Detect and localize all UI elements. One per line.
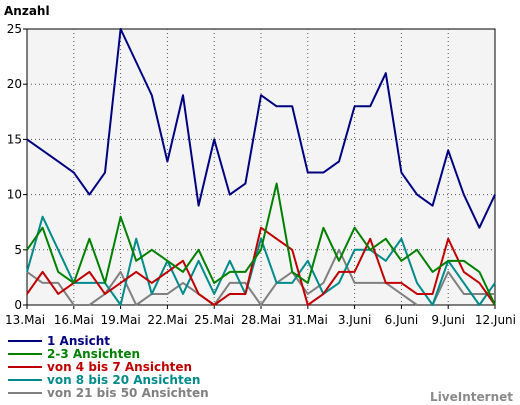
x-axis-ticks: 13.Mai 16.Mai 19.Mai 22.Mai 25.Mai 28.Mai 31.M… — [5, 305, 516, 327]
y-tick-label: 0 — [14, 298, 22, 312]
x-tick-label: 3.Juni — [338, 313, 372, 327]
series-lines — [26, 28, 496, 306]
x-tick-label: 16.Mai — [54, 313, 94, 327]
y-tick-label: 5 — [14, 243, 22, 257]
y-tick-label: 15 — [7, 132, 22, 146]
series-line-3 — [26, 226, 496, 306]
y-tick-label: 25 — [7, 22, 22, 36]
legend-entry: von 21 bis 50 Ansichten — [47, 386, 209, 400]
legend-entry: von 4 bis 7 Ansichten — [47, 360, 192, 374]
legend-entry: 2-3 Ansichten — [47, 347, 140, 361]
x-tick-label: 19.Mai — [101, 313, 141, 327]
brand-label: LiveInternet — [430, 390, 513, 404]
x-tick-label: 13.Mai — [5, 313, 45, 327]
x-tick-label: 6.Juni — [385, 313, 419, 327]
y-tick-label: 20 — [7, 77, 22, 91]
x-tick-label: 12.Juni — [475, 313, 516, 327]
series-line-1 — [26, 28, 496, 229]
x-tick-label: 25.Mai — [194, 313, 234, 327]
x-tick-label: 31.Mai — [288, 313, 328, 327]
series-line-2 — [26, 182, 496, 306]
y-axis-ticks: 0 5 10 15 20 25 — [7, 22, 27, 312]
legend-entry: 1 Ansicht — [47, 334, 110, 348]
legend-entry: von 8 bis 20 Ansichten — [47, 373, 200, 387]
x-tick-label: 22.Mai — [147, 313, 187, 327]
x-tick-label: 9.Juni — [431, 313, 465, 327]
y-tick-label: 10 — [7, 188, 22, 202]
y-axis-label: Anzahl — [4, 4, 50, 18]
x-tick-label: 28.Mai — [241, 313, 281, 327]
